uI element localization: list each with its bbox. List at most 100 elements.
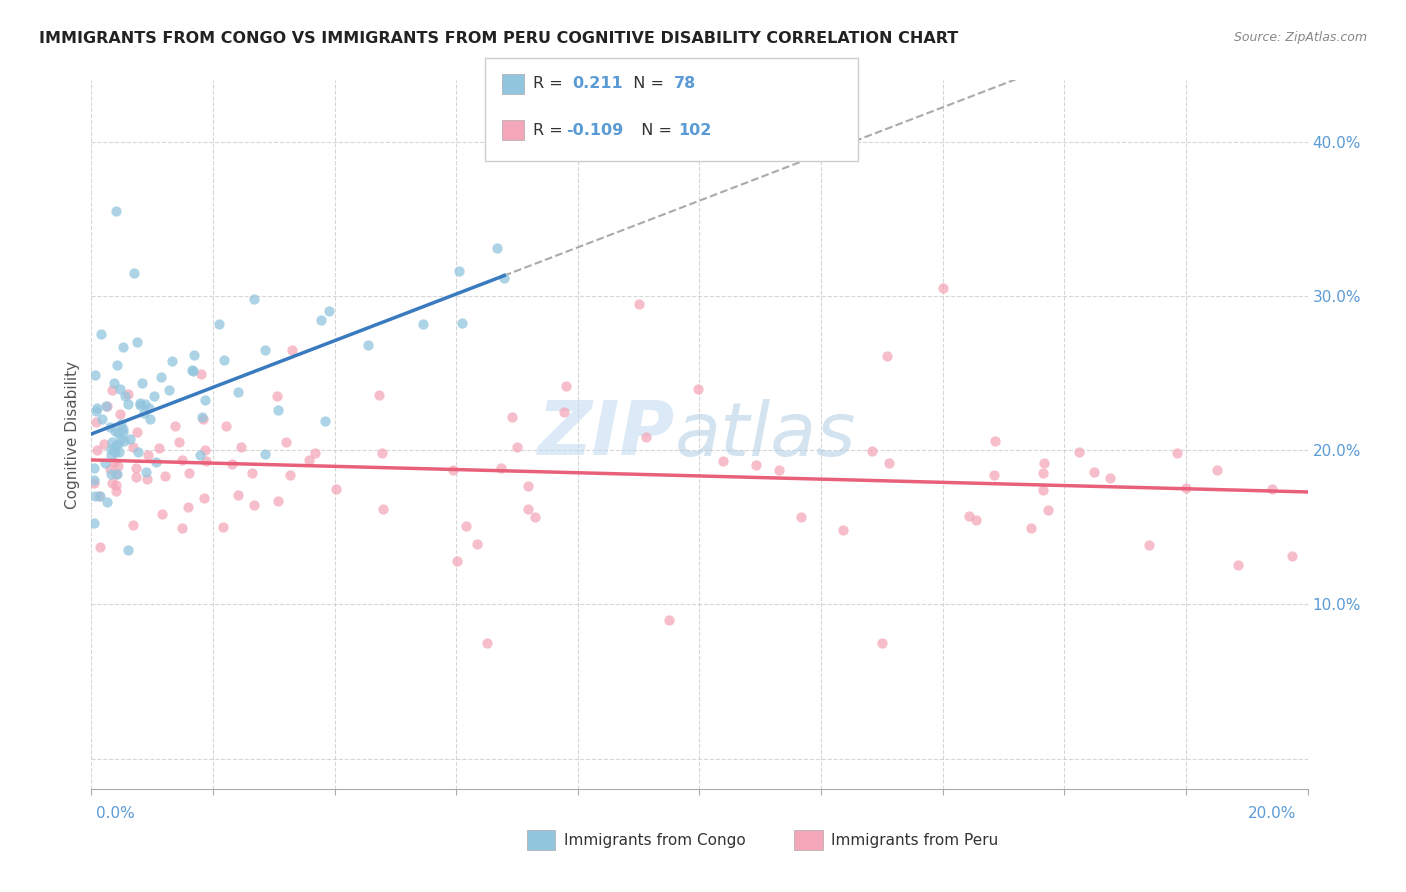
- Point: [274, 434, 297, 449]
- Point: [101, 475, 124, 490]
- Point: [1175, 481, 1198, 495]
- Point: [129, 396, 152, 410]
- Point: [107, 425, 129, 440]
- Point: [103, 443, 125, 458]
- Point: [90, 326, 112, 341]
- Point: [441, 463, 464, 477]
- Point: [110, 432, 132, 446]
- Point: [96, 399, 118, 413]
- Point: [1036, 503, 1059, 517]
- Y-axis label: Cognitive Disability: Cognitive Disability: [65, 360, 80, 509]
- Point: [860, 444, 883, 458]
- Point: [371, 446, 394, 460]
- Point: [90, 411, 112, 425]
- Point: [314, 414, 336, 428]
- Point: [107, 437, 129, 451]
- Text: 0.211: 0.211: [572, 77, 623, 91]
- Point: [212, 520, 235, 534]
- Point: [125, 425, 148, 440]
- Point: [105, 358, 128, 372]
- Point: [83, 473, 105, 487]
- Point: [117, 387, 139, 401]
- Point: [135, 465, 157, 479]
- Point: [627, 297, 650, 311]
- Point: [89, 540, 111, 554]
- Point: [190, 367, 212, 381]
- Point: [98, 462, 121, 476]
- Point: [832, 523, 855, 537]
- Point: [193, 491, 215, 505]
- Point: [1226, 558, 1249, 572]
- Point: [104, 424, 127, 438]
- Point: [84, 415, 107, 429]
- Point: [957, 509, 980, 524]
- Point: [195, 454, 218, 468]
- Point: [1281, 549, 1303, 563]
- Point: [983, 467, 1005, 482]
- Point: [110, 407, 132, 421]
- Point: [150, 507, 173, 521]
- Point: [124, 461, 146, 475]
- Point: [134, 397, 156, 411]
- Point: [870, 636, 893, 650]
- Point: [108, 382, 131, 396]
- Point: [170, 521, 193, 535]
- Point: [135, 472, 157, 486]
- Point: [103, 376, 125, 391]
- Text: R =: R =: [533, 77, 572, 91]
- Point: [101, 435, 124, 450]
- Point: [318, 304, 340, 318]
- Point: [157, 383, 180, 397]
- Point: [485, 241, 508, 255]
- Point: [555, 379, 578, 393]
- Point: [367, 388, 389, 402]
- Point: [163, 418, 186, 433]
- Point: [114, 389, 136, 403]
- Text: N =: N =: [631, 123, 678, 137]
- Text: R =: R =: [533, 123, 568, 137]
- Point: [117, 396, 139, 410]
- Point: [86, 401, 108, 416]
- Point: [104, 438, 127, 452]
- Point: [100, 467, 122, 481]
- Point: [1083, 466, 1105, 480]
- Point: [188, 448, 211, 462]
- Point: [83, 516, 105, 531]
- Point: [83, 461, 105, 475]
- Point: [449, 263, 471, 277]
- Point: [177, 466, 200, 480]
- Point: [226, 385, 249, 400]
- Point: [107, 459, 129, 474]
- Point: [1067, 445, 1090, 459]
- Point: [658, 613, 681, 627]
- Point: [266, 389, 288, 403]
- Text: N =: N =: [623, 77, 673, 91]
- Point: [789, 510, 811, 524]
- Point: [84, 404, 107, 418]
- Point: [105, 467, 128, 481]
- Point: [110, 417, 132, 431]
- Point: [100, 448, 122, 462]
- Point: [142, 389, 165, 403]
- Point: [304, 446, 326, 460]
- Point: [87, 489, 110, 503]
- Point: [103, 455, 125, 469]
- Point: [253, 447, 276, 461]
- Point: [516, 502, 538, 516]
- Point: [711, 454, 734, 468]
- Point: [231, 440, 253, 454]
- Text: IMMIGRANTS FROM CONGO VS IMMIGRANTS FROM PERU COGNITIVE DISABILITY CORRELATION C: IMMIGRANTS FROM CONGO VS IMMIGRANTS FROM…: [39, 31, 959, 46]
- Point: [101, 384, 124, 398]
- Point: [325, 482, 347, 496]
- Point: [122, 517, 145, 532]
- Point: [181, 363, 204, 377]
- Point: [1261, 483, 1284, 497]
- Text: Source: ZipAtlas.com: Source: ZipAtlas.com: [1233, 31, 1367, 45]
- Point: [243, 499, 266, 513]
- Text: atlas: atlas: [675, 399, 856, 471]
- Point: [501, 410, 523, 425]
- Point: [212, 352, 235, 367]
- Point: [96, 495, 118, 509]
- Point: [266, 402, 288, 417]
- Point: [446, 554, 468, 568]
